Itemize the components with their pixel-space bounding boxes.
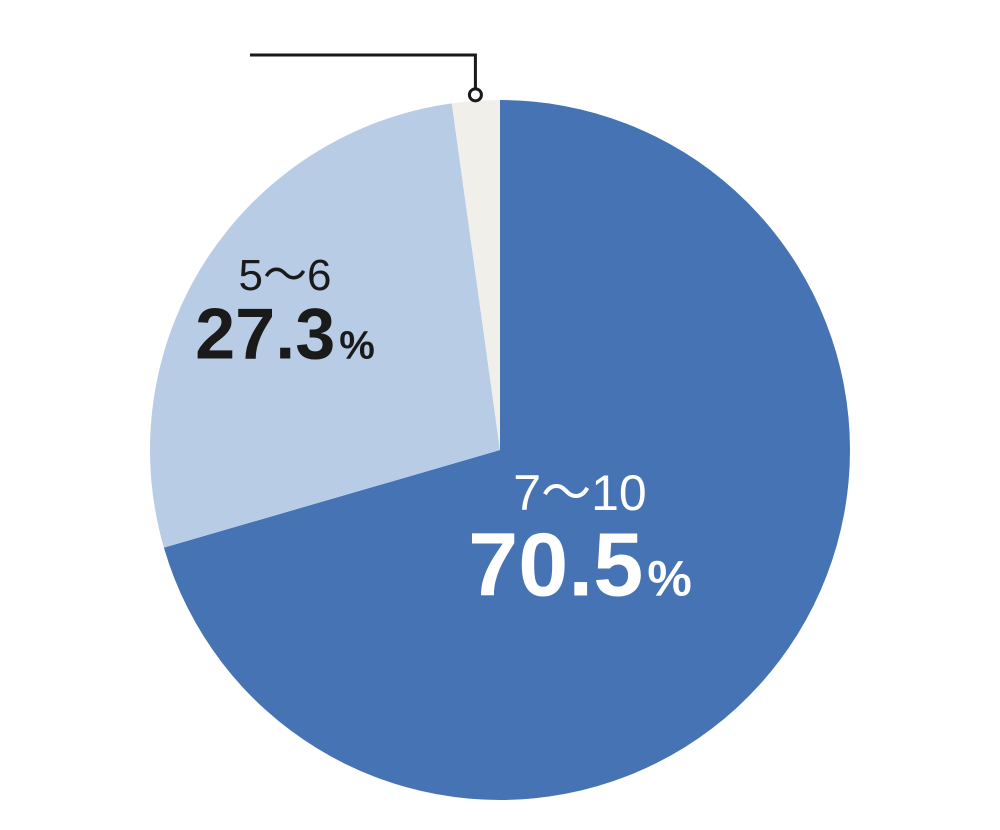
callout-marker xyxy=(469,89,481,101)
pie-chart-container: 7～1070.5%5～627.3% xyxy=(0,0,1000,830)
slice-range-label: 5～6 xyxy=(239,251,332,300)
slice-range-label: 7～10 xyxy=(513,465,646,521)
pie-chart-svg: 7～1070.5%5～627.3% xyxy=(0,0,1000,830)
